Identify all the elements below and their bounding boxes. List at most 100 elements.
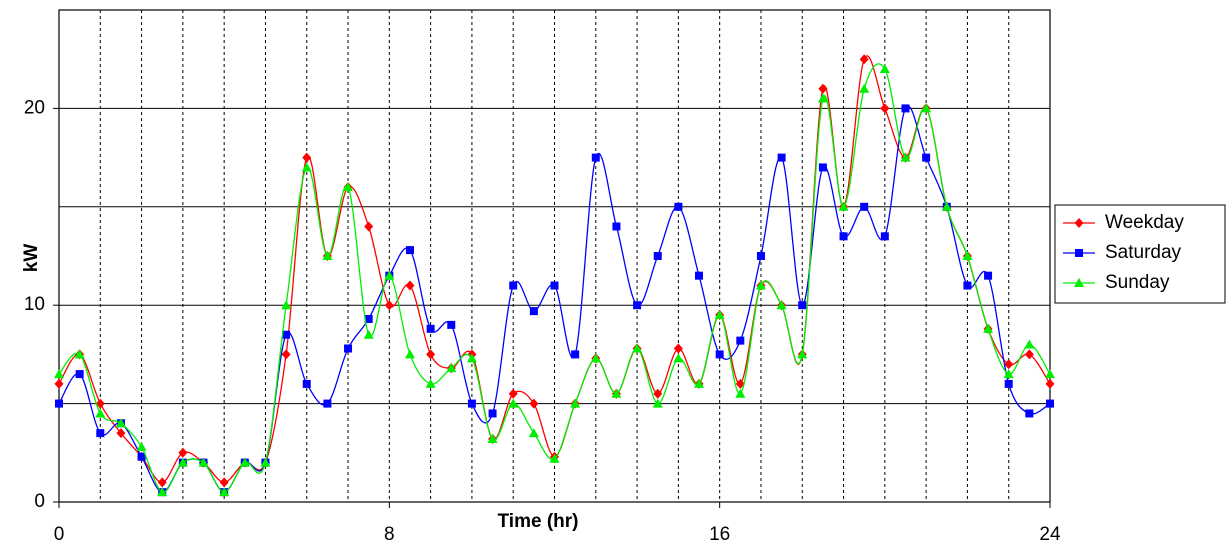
legend-label: Saturday — [1105, 242, 1182, 263]
marker — [322, 251, 333, 260]
marker — [590, 353, 601, 363]
legend-label: Sunday — [1105, 272, 1170, 293]
marker — [922, 153, 931, 162]
marker — [880, 103, 890, 114]
marker — [818, 163, 827, 172]
marker — [1046, 399, 1054, 408]
marker — [157, 487, 168, 497]
marker — [571, 350, 580, 359]
marker — [508, 388, 518, 399]
x-tick-label: 16 — [709, 524, 730, 545]
marker — [963, 281, 972, 290]
y-tick-label: 10 — [24, 294, 45, 315]
marker — [239, 457, 250, 467]
y-tick-label: 20 — [24, 97, 45, 118]
marker — [136, 441, 147, 451]
marker — [74, 349, 85, 359]
marker — [1074, 278, 1084, 287]
marker — [343, 182, 354, 192]
marker — [1025, 409, 1034, 418]
marker — [1024, 349, 1034, 360]
marker — [818, 83, 828, 94]
marker — [177, 457, 188, 467]
marker — [404, 349, 415, 359]
marker — [302, 152, 312, 163]
marker — [673, 343, 683, 354]
marker — [984, 271, 993, 280]
marker — [425, 378, 436, 388]
marker — [282, 330, 291, 339]
marker — [137, 452, 146, 461]
x-axis-label: Time (hr) — [498, 511, 579, 532]
marker — [1074, 218, 1084, 228]
marker — [550, 281, 559, 290]
marker — [116, 428, 126, 439]
marker — [508, 398, 519, 408]
marker — [715, 350, 724, 359]
marker — [900, 152, 911, 162]
marker — [363, 329, 374, 339]
marker — [901, 104, 910, 113]
marker — [756, 252, 765, 260]
marker — [364, 221, 374, 232]
marker — [302, 379, 311, 388]
marker — [859, 83, 870, 93]
marker — [467, 399, 476, 408]
marker — [633, 301, 642, 310]
y-axis-label: kW — [21, 244, 42, 273]
marker — [1003, 369, 1014, 379]
series-layer — [54, 54, 1055, 497]
marker — [777, 153, 786, 162]
marker — [941, 201, 952, 211]
marker — [860, 202, 869, 211]
marker — [549, 453, 560, 463]
marker — [364, 314, 373, 323]
marker — [653, 252, 662, 260]
marker — [653, 388, 663, 399]
marker — [219, 477, 229, 488]
marker — [447, 320, 456, 329]
marker — [281, 349, 291, 360]
marker — [384, 300, 394, 311]
legend: Weekday Saturday Sunday — [1054, 204, 1226, 304]
y-tick-label: 0 — [34, 491, 45, 512]
marker — [735, 388, 746, 398]
marker — [591, 153, 600, 162]
x-tick-label: 0 — [54, 524, 65, 545]
marker — [528, 428, 539, 438]
marker — [1045, 369, 1055, 379]
tick-layer: 0 10 20 0 8 16 24 — [24, 97, 1061, 545]
marker — [529, 307, 538, 316]
marker — [817, 93, 828, 103]
marker — [95, 398, 105, 409]
marker — [344, 344, 353, 353]
marker — [921, 103, 932, 113]
marker — [178, 447, 188, 458]
marker — [405, 280, 415, 291]
plot-frame — [58, 9, 1051, 503]
marker — [632, 343, 643, 353]
marker — [570, 398, 581, 408]
marker — [839, 232, 848, 241]
marker — [405, 246, 414, 255]
marker — [776, 300, 787, 310]
marker — [695, 271, 704, 280]
marker — [673, 353, 684, 363]
grid — [59, 10, 1050, 502]
marker — [54, 378, 64, 389]
marker — [54, 369, 64, 379]
marker — [509, 281, 518, 290]
marker — [115, 418, 126, 428]
marker — [797, 349, 808, 359]
marker — [611, 388, 622, 398]
marker — [301, 162, 312, 172]
marker — [612, 222, 621, 231]
marker — [1045, 378, 1055, 389]
marker — [880, 232, 889, 241]
marker — [674, 202, 683, 211]
marker — [529, 398, 539, 409]
marker — [798, 301, 807, 310]
marker — [859, 54, 869, 65]
marker — [281, 300, 292, 310]
